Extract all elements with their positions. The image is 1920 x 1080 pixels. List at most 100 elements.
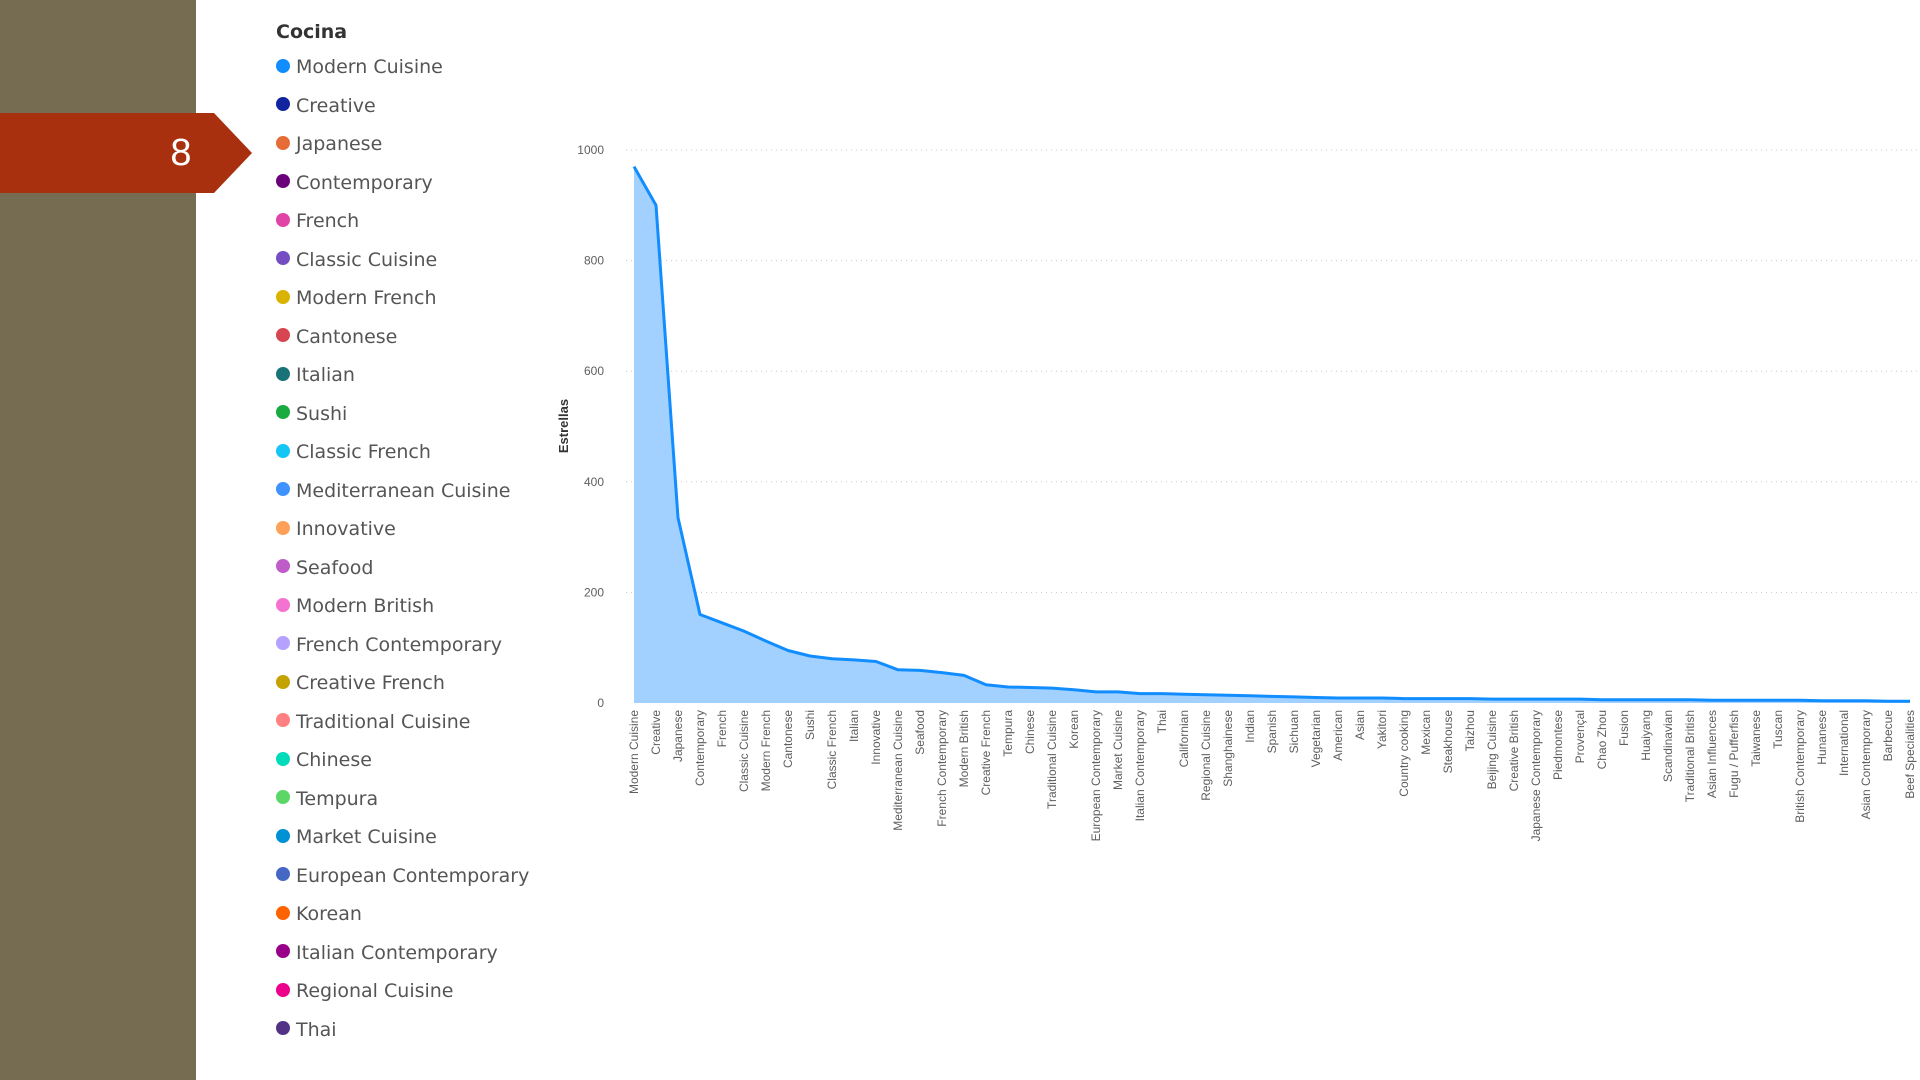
data-point[interactable] bbox=[763, 638, 769, 644]
data-point[interactable] bbox=[1357, 695, 1363, 701]
data-point[interactable] bbox=[1819, 698, 1825, 704]
area-fill bbox=[634, 166, 1910, 704]
x-tick-label: Seafood bbox=[913, 710, 927, 755]
legend-item[interactable]: European Contemporary bbox=[276, 857, 556, 896]
data-point[interactable] bbox=[1049, 685, 1055, 691]
data-point[interactable] bbox=[631, 164, 637, 170]
legend-item[interactable]: Thai bbox=[276, 1011, 556, 1050]
legend-item[interactable]: Modern French bbox=[276, 279, 556, 318]
x-tick-label: Classic Cuisine bbox=[737, 710, 751, 792]
data-point[interactable] bbox=[829, 656, 835, 662]
data-point[interactable] bbox=[1445, 696, 1451, 702]
data-point[interactable] bbox=[1093, 689, 1099, 695]
data-point[interactable] bbox=[1687, 697, 1693, 703]
data-point[interactable] bbox=[1181, 691, 1187, 697]
data-point[interactable] bbox=[1379, 695, 1385, 701]
data-point[interactable] bbox=[983, 682, 989, 688]
legend-item[interactable]: French Contemporary bbox=[276, 626, 556, 665]
legend-dot-icon bbox=[276, 636, 290, 650]
legend-item[interactable]: Seafood bbox=[276, 549, 556, 588]
legend-item[interactable]: Japanese bbox=[276, 125, 556, 164]
legend-item[interactable]: Creative French bbox=[276, 664, 556, 703]
data-point[interactable] bbox=[1643, 697, 1649, 703]
x-tick-label: Traditional British bbox=[1683, 710, 1697, 802]
legend: Cocina Modern Cuisine Creative Japanese Con… bbox=[276, 18, 556, 1049]
legend-item[interactable]: Market Cuisine bbox=[276, 818, 556, 857]
data-point[interactable] bbox=[719, 620, 725, 626]
data-point[interactable] bbox=[1027, 685, 1033, 691]
data-point[interactable] bbox=[1489, 696, 1495, 702]
data-point[interactable] bbox=[1841, 698, 1847, 704]
legend-item[interactable]: Classic Cuisine bbox=[276, 241, 556, 280]
legend-item[interactable]: Regional Cuisine bbox=[276, 972, 556, 1011]
x-tick-label: Sichuan bbox=[1287, 710, 1301, 753]
legend-item[interactable]: Tempura bbox=[276, 780, 556, 819]
data-point[interactable] bbox=[1159, 691, 1165, 697]
legend-item[interactable]: Contemporary bbox=[276, 164, 556, 203]
data-point[interactable] bbox=[1005, 684, 1011, 690]
legend-item[interactable]: Chinese bbox=[276, 741, 556, 780]
legend-item[interactable]: French bbox=[276, 202, 556, 241]
data-point[interactable] bbox=[807, 653, 813, 659]
data-point[interactable] bbox=[1533, 696, 1539, 702]
data-point[interactable] bbox=[873, 659, 879, 665]
data-point[interactable] bbox=[1291, 694, 1297, 700]
data-point[interactable] bbox=[1709, 697, 1715, 703]
legend-item[interactable]: Modern Cuisine bbox=[276, 48, 556, 87]
data-point[interactable] bbox=[1511, 696, 1517, 702]
legend-item-label: Market Cuisine bbox=[296, 826, 437, 848]
data-point[interactable] bbox=[1775, 697, 1781, 703]
data-point[interactable] bbox=[741, 628, 747, 634]
data-point[interactable] bbox=[1313, 695, 1319, 701]
legend-item[interactable]: Cantonese bbox=[276, 318, 556, 357]
data-point[interactable] bbox=[939, 670, 945, 676]
data-point[interactable] bbox=[1269, 693, 1275, 699]
slide-number-tag bbox=[0, 113, 252, 193]
data-point[interactable] bbox=[1137, 691, 1143, 697]
legend-item[interactable]: Innovative bbox=[276, 510, 556, 549]
data-point[interactable] bbox=[785, 648, 791, 654]
legend-item[interactable]: Classic French bbox=[276, 433, 556, 472]
data-point[interactable] bbox=[1247, 693, 1253, 699]
legend-item[interactable]: Mediterranean Cuisine bbox=[276, 472, 556, 511]
data-point[interactable] bbox=[1401, 696, 1407, 702]
legend-item[interactable]: Italian Contemporary bbox=[276, 934, 556, 973]
data-point[interactable] bbox=[697, 612, 703, 618]
legend-item[interactable]: Traditional Cuisine bbox=[276, 703, 556, 742]
data-point[interactable] bbox=[1423, 696, 1429, 702]
legend-item[interactable]: Creative bbox=[276, 87, 556, 126]
data-point[interactable] bbox=[1555, 696, 1561, 702]
data-point[interactable] bbox=[1467, 696, 1473, 702]
x-tick-label: Sushi bbox=[803, 710, 817, 740]
data-point[interactable] bbox=[961, 672, 967, 678]
data-point[interactable] bbox=[1335, 695, 1341, 701]
data-point[interactable] bbox=[1071, 687, 1077, 693]
data-point[interactable] bbox=[917, 667, 923, 673]
data-point[interactable] bbox=[851, 657, 857, 663]
data-point[interactable] bbox=[653, 202, 659, 208]
data-point[interactable] bbox=[1797, 697, 1803, 703]
data-point[interactable] bbox=[1115, 689, 1121, 695]
legend-item[interactable]: Italian bbox=[276, 356, 556, 395]
data-point[interactable] bbox=[1665, 697, 1671, 703]
data-point[interactable] bbox=[1621, 697, 1627, 703]
data-point[interactable] bbox=[895, 667, 901, 673]
legend-item[interactable]: Korean bbox=[276, 895, 556, 934]
x-tick-label: Tuscan bbox=[1771, 710, 1785, 749]
data-point[interactable] bbox=[1753, 697, 1759, 703]
x-tick-label: Mediterranean Cuisine bbox=[891, 710, 905, 831]
data-point[interactable] bbox=[1731, 697, 1737, 703]
x-tick-label: Fugu / Pufferfish bbox=[1727, 710, 1741, 798]
data-point[interactable] bbox=[1885, 698, 1891, 704]
data-point[interactable] bbox=[1863, 698, 1869, 704]
legend-item[interactable]: Sushi bbox=[276, 395, 556, 434]
data-point[interactable] bbox=[1599, 697, 1605, 703]
data-point[interactable] bbox=[1907, 698, 1913, 704]
data-point[interactable] bbox=[1577, 696, 1583, 702]
data-point[interactable] bbox=[675, 515, 681, 521]
legend-dot-icon bbox=[276, 212, 290, 227]
legend-dot-icon bbox=[276, 58, 290, 73]
data-point[interactable] bbox=[1203, 692, 1209, 698]
data-point[interactable] bbox=[1225, 692, 1231, 698]
legend-item[interactable]: Modern British bbox=[276, 587, 556, 626]
